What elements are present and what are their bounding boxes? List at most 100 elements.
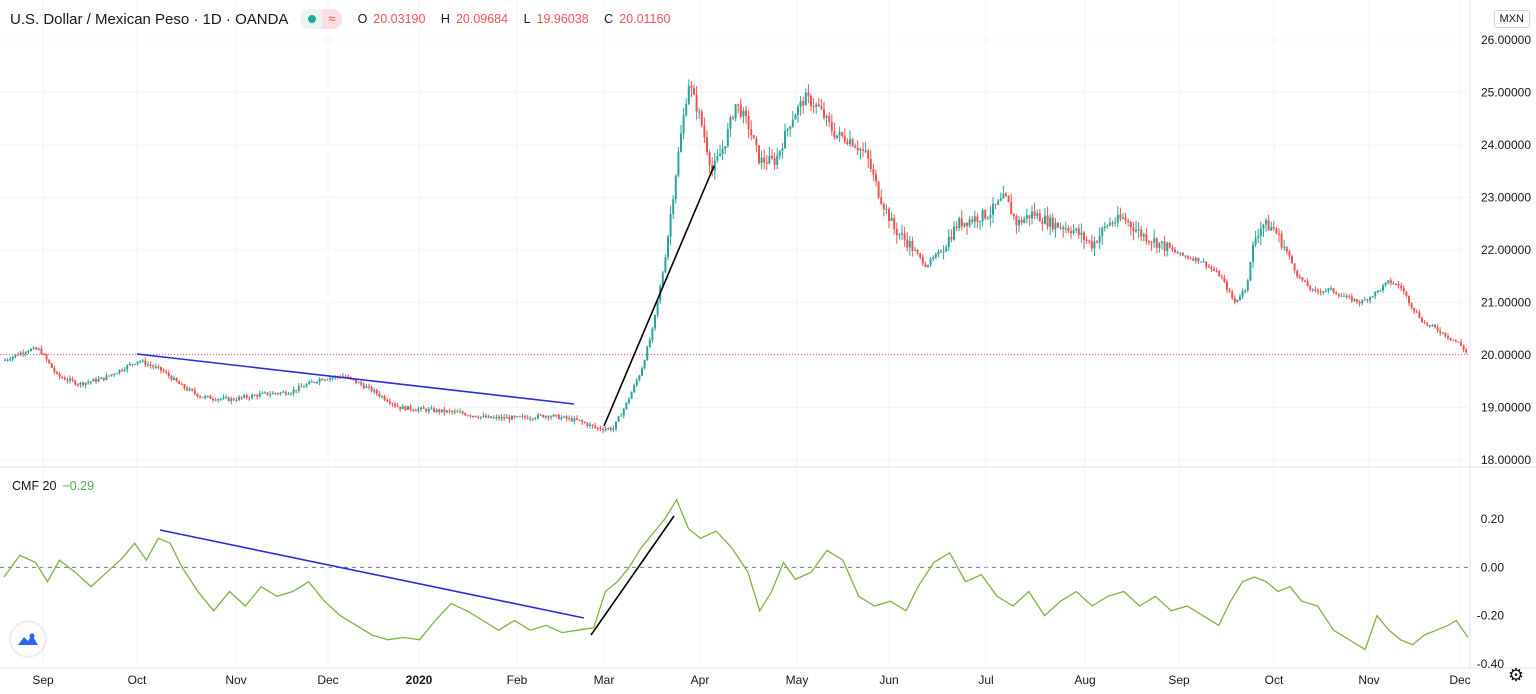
candle-up (1353, 299, 1356, 301)
candle-up (838, 132, 841, 136)
candle-down (711, 165, 714, 172)
candle-up (303, 386, 305, 388)
candle-down (1127, 220, 1130, 223)
candle-up (1246, 280, 1249, 290)
candle-up (661, 272, 664, 287)
candle-down (802, 101, 805, 106)
candle-down (1356, 299, 1358, 302)
candle-up (937, 251, 940, 255)
candle-down (35, 347, 38, 350)
candle-up (1265, 220, 1267, 225)
candle-down (149, 364, 152, 366)
candle-up (79, 382, 82, 385)
symbol-legend[interactable]: U.S. Dollar / Mexican Peso · 1D · OANDA … (10, 9, 682, 29)
candle-down (157, 366, 160, 368)
candle-up (1202, 261, 1205, 263)
candle-up (417, 408, 420, 411)
candle-up (568, 418, 571, 420)
candle-down (1189, 258, 1192, 260)
candle-down (893, 217, 896, 230)
candle-up (1369, 297, 1371, 301)
candle-up (1137, 229, 1140, 231)
candle-down (1213, 268, 1215, 271)
candle-down (1418, 312, 1421, 318)
candle-up (430, 408, 433, 410)
candle-down (1314, 289, 1317, 291)
candle-down (960, 218, 963, 227)
candle-up (14, 354, 17, 357)
candle-down (1226, 281, 1228, 290)
candle-down (1358, 301, 1361, 304)
candle-up (126, 365, 129, 370)
candle-up (760, 157, 763, 164)
candle-up (1340, 295, 1343, 297)
candle-up (664, 257, 667, 273)
candle-down (1176, 252, 1179, 254)
candle-down (1210, 266, 1213, 269)
price-pane[interactable] (4, 79, 1468, 434)
candle-down (984, 210, 987, 219)
candle-down (152, 365, 155, 368)
candle-down (518, 416, 521, 418)
candle-up (305, 384, 308, 387)
candle-down (1267, 220, 1270, 231)
candle-down (955, 226, 958, 229)
symbol-title[interactable]: U.S. Dollar / Mexican Peso · 1D · OANDA (10, 10, 289, 28)
candle-down (1392, 283, 1395, 285)
candle-up (435, 409, 438, 412)
price-trendline-black (603, 165, 715, 427)
candle-up (401, 406, 404, 410)
candle-down (755, 138, 758, 146)
time-tick-label: Jun (879, 673, 898, 687)
candle-down (940, 251, 942, 253)
candle-up (1116, 214, 1119, 223)
candle-up (721, 148, 724, 155)
candle-up (836, 135, 838, 138)
candle-up (500, 416, 503, 419)
trendlines[interactable] (136, 165, 715, 636)
candle-up (989, 214, 992, 218)
candle-down (284, 391, 287, 395)
candle-up (1179, 252, 1182, 254)
currency-badge[interactable]: MXN (1493, 10, 1530, 28)
candle-down (602, 429, 604, 431)
candle-down (1085, 239, 1088, 241)
candle-down (214, 399, 217, 401)
candle-up (365, 386, 368, 388)
candle-down (1181, 252, 1184, 256)
candle-down (362, 384, 365, 388)
candle-up (674, 175, 677, 200)
candle-up (92, 379, 95, 382)
candle-down (841, 132, 844, 136)
tradingview-logo-icon[interactable] (11, 622, 45, 656)
wave-icon[interactable]: ≈ (322, 9, 342, 29)
cmf-pane[interactable] (3, 498, 1469, 651)
cmf-legend[interactable]: CMF 20 −0.29 (12, 479, 94, 493)
candle-down (765, 162, 768, 164)
candle-down (867, 150, 870, 159)
candle-down (1051, 217, 1054, 230)
candle-down (1335, 292, 1338, 295)
price-tick-label: 26.00000 (1481, 33, 1531, 47)
candle-down (1083, 232, 1085, 240)
candle-down (773, 157, 776, 165)
cmf-tick-label: 0.00 (1481, 560, 1505, 574)
candle-down (456, 411, 459, 413)
candle-down (1449, 337, 1452, 340)
status-badge[interactable]: ≈ (300, 9, 342, 29)
candle-up (357, 382, 360, 384)
candle-down (586, 423, 589, 426)
candle-up (32, 347, 35, 350)
candle-down (1350, 296, 1353, 301)
candle-down (1447, 336, 1449, 338)
candle-down (95, 379, 97, 382)
candle-up (1249, 261, 1252, 281)
candle-up (1382, 285, 1384, 291)
candle-down (256, 395, 259, 397)
candle-up (271, 392, 274, 395)
candle-down (1275, 228, 1278, 234)
gear-icon[interactable]: ⚙ (1507, 665, 1524, 685)
candle-up (1324, 290, 1327, 292)
candle-down (1421, 317, 1423, 323)
